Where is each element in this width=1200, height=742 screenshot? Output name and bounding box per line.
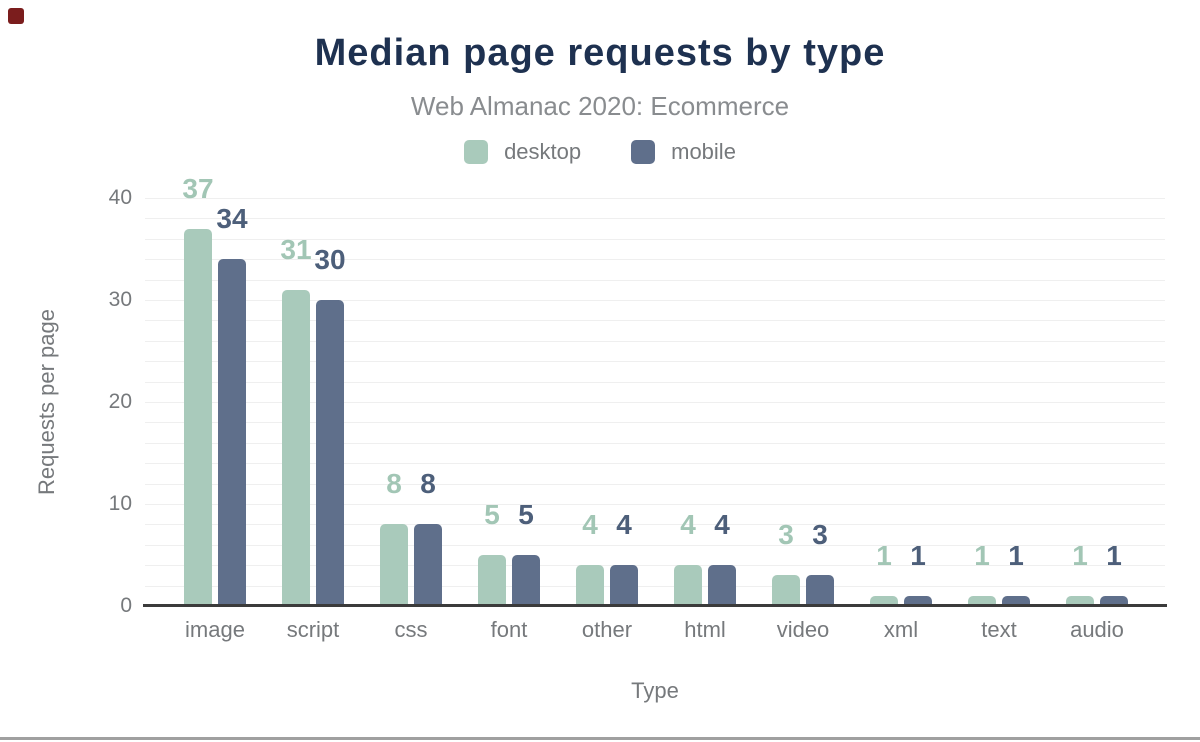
x-category-label: script — [286, 617, 340, 642]
gridline — [145, 422, 1165, 424]
x-axis-title: Type — [631, 678, 679, 703]
gridline — [145, 524, 1165, 526]
gridline — [145, 300, 1165, 301]
chart-title: Median page requests by type — [314, 32, 886, 74]
bar-value-label: 1 — [876, 539, 892, 571]
bar-value-label: 8 — [386, 468, 402, 500]
bar-value-label: 1 — [974, 539, 990, 571]
bar-mobile-image — [218, 259, 246, 606]
x-category-label: text — [981, 617, 1017, 642]
legend-swatch-desktop-icon — [464, 140, 489, 164]
bar-desktop-font — [478, 555, 506, 606]
legend-swatch-mobile-icon — [631, 140, 656, 164]
y-axis-title: Requests per page — [34, 309, 59, 495]
bar-value-label: 31 — [280, 233, 312, 265]
bar-mobile-font — [512, 555, 540, 606]
bar-desktop-html — [674, 565, 702, 606]
gridline — [145, 442, 1165, 444]
x-category-label: xml — [883, 617, 919, 642]
x-category-label: audio — [1070, 617, 1124, 642]
bar-value-label: 4 — [582, 509, 598, 541]
x-category-label: other — [581, 617, 633, 642]
bar-mobile-xml — [904, 595, 932, 606]
bar-desktop-css — [380, 524, 408, 606]
chart-subtitle: Web Almanac 2020: Ecommerce — [410, 91, 790, 121]
bar-mobile-script — [316, 300, 344, 606]
gridline — [145, 279, 1165, 281]
x-category-label: image — [185, 617, 245, 642]
legend-item-desktop: desktop — [464, 139, 581, 165]
bar-value-label: 8 — [420, 468, 436, 500]
bar-mobile-text — [1002, 595, 1030, 606]
gridline — [145, 544, 1165, 546]
bar-mobile-other — [610, 565, 638, 606]
bar-value-label: 5 — [518, 499, 534, 530]
y-tick-label: 40 — [108, 186, 132, 209]
gridline — [145, 585, 1165, 587]
gridline — [145, 340, 1165, 342]
bar-value-label: 3 — [812, 519, 828, 551]
bar-value-label: 1 — [1072, 539, 1088, 571]
y-tick-label: 30 — [108, 288, 132, 311]
bar-value-label: 1 — [1106, 539, 1122, 571]
bar-mobile-video — [806, 575, 834, 606]
bar-mobile-css — [414, 524, 442, 606]
bar-value-label: 4 — [616, 509, 632, 541]
bar-mobile-html — [708, 565, 736, 606]
gridline — [145, 483, 1165, 485]
gridline — [145, 218, 1165, 220]
x-category-label: css — [394, 617, 428, 642]
y-tick-label: 10 — [108, 492, 132, 515]
bottom-border — [0, 737, 1200, 740]
gridline — [145, 198, 1165, 199]
bar-desktop-script — [282, 289, 310, 606]
bar-desktop-image — [184, 228, 212, 606]
bar-value-label: 3 — [778, 519, 794, 551]
bar-value-label: 4 — [680, 509, 696, 541]
gridline — [145, 381, 1165, 383]
gridline — [145, 402, 1165, 403]
gridline — [145, 565, 1165, 567]
bar-value-label: 1 — [1008, 539, 1024, 571]
bar-value-label: 34 — [216, 203, 248, 235]
bar-value-label: 37 — [182, 172, 214, 204]
bar-desktop-xml — [870, 595, 898, 606]
recording-indicator-icon — [8, 8, 24, 24]
bar-value-label: 5 — [484, 499, 500, 530]
legend-label-mobile: mobile — [671, 139, 736, 164]
y-tick-label: 0 — [120, 594, 132, 617]
bar-desktop-audio — [1066, 595, 1094, 606]
bar-value-label: 30 — [314, 244, 346, 275]
bar-desktop-text — [968, 595, 996, 606]
x-category-label: video — [776, 617, 830, 642]
bar-mobile-audio — [1100, 595, 1128, 606]
legend: desktop mobile — [0, 139, 1200, 165]
x-category-label: html — [684, 617, 726, 642]
legend-label-desktop: desktop — [504, 139, 582, 164]
gridline — [145, 238, 1165, 240]
y-tick-label: 20 — [108, 390, 132, 413]
bar-value-label: 1 — [910, 539, 926, 571]
bar-desktop-other — [576, 565, 604, 606]
x-axis-line — [143, 604, 1167, 607]
x-category-label: font — [490, 617, 528, 642]
gridline — [145, 320, 1165, 322]
gridline — [145, 259, 1165, 261]
gridline — [145, 504, 1165, 505]
bar-desktop-video — [772, 575, 800, 606]
gridline — [145, 463, 1165, 465]
legend-item-mobile: mobile — [631, 139, 736, 165]
bar-value-label: 4 — [714, 509, 730, 541]
gridline — [145, 361, 1165, 363]
